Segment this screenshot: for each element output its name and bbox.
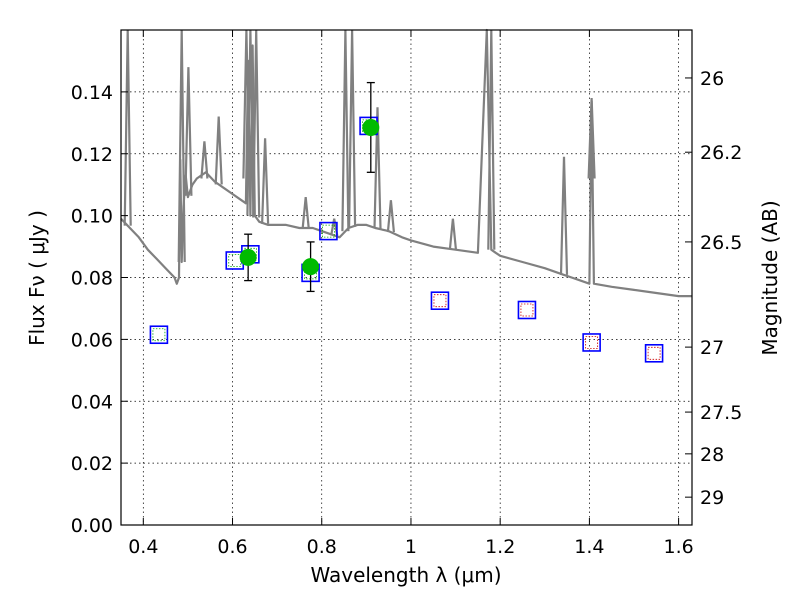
model-photometry-inner [585,336,599,349]
emission-line [184,67,193,196]
emission-line [301,196,310,229]
emission-line [348,29,357,227]
y-tick-label: 0.10 [71,206,113,228]
y-tick-label: 0.02 [71,453,113,475]
axis-ticks: 0.4 0.6 0.8 1 1.2 1.4 1.6 0.00 0.02 0.04 0.06 0.08 0… [71,30,742,558]
y-tick-label: 0.00 [71,515,113,537]
emission-line [252,29,261,218]
emission-line [214,116,223,185]
model-photometry-inner [322,224,335,238]
x-tick-label: 1.4 [574,536,604,558]
emission-line [386,200,395,233]
y-axis-label: Flux Fν ( μJy ) [25,210,49,346]
spectrum-line [120,28,692,298]
x-tick-label: 1.6 [664,536,694,558]
model-photometry-square [644,343,664,363]
x-tick-label: 1.2 [485,536,515,558]
model-photometry-square [319,221,338,241]
data-points [149,81,664,363]
y-tick-label: 0.08 [71,268,113,290]
model-photometry-inner [647,346,661,360]
mag-tick-label: 29 [700,487,724,509]
observed-point [239,248,257,266]
x-tick-label: 0.8 [307,536,337,558]
model-spectrum [120,28,692,298]
x-tick-label: 0.4 [128,536,158,558]
model-photometry-square [430,291,450,311]
emission-line [448,218,457,250]
y-tick-label: 0.06 [71,329,113,351]
model-photometry-square [149,325,169,345]
mag-tick-label: 26 [700,68,724,90]
mag-tick-label: 27 [700,337,724,359]
emission-line [559,156,569,275]
model-photometry-inner [228,254,242,267]
right-axis-label: Magnitude (AB) [758,200,782,355]
y-tick-label: 0.14 [71,82,113,104]
model-photometry-square [582,333,601,352]
model-photometry-inner [433,294,447,308]
y-tick-label: 0.12 [71,144,113,166]
y-tick-label: 0.04 [71,391,113,413]
emission-line [261,138,270,224]
observed-point [362,118,380,136]
emission-line [341,29,350,232]
emission-line [123,29,132,226]
x-tick-label: 1 [405,536,417,558]
mag-tick-label: 27.5 [700,402,742,424]
x-axis-label: Wavelength λ (μm) [310,563,501,587]
emission-line [373,107,382,229]
observed-point [302,258,320,276]
mag-tick-label: 28 [700,444,724,466]
model-photometry-square [517,300,537,320]
emission-line [587,98,596,179]
x-tick-label: 0.6 [217,536,247,558]
model-photometry-inner [520,303,534,317]
emission-lines [123,29,596,275]
mag-tick-label: 26.2 [700,142,742,164]
model-photometry-inner [152,328,166,342]
mag-tick-label: 26.5 [700,232,742,254]
emission-line [200,141,209,179]
grid [121,30,692,526]
